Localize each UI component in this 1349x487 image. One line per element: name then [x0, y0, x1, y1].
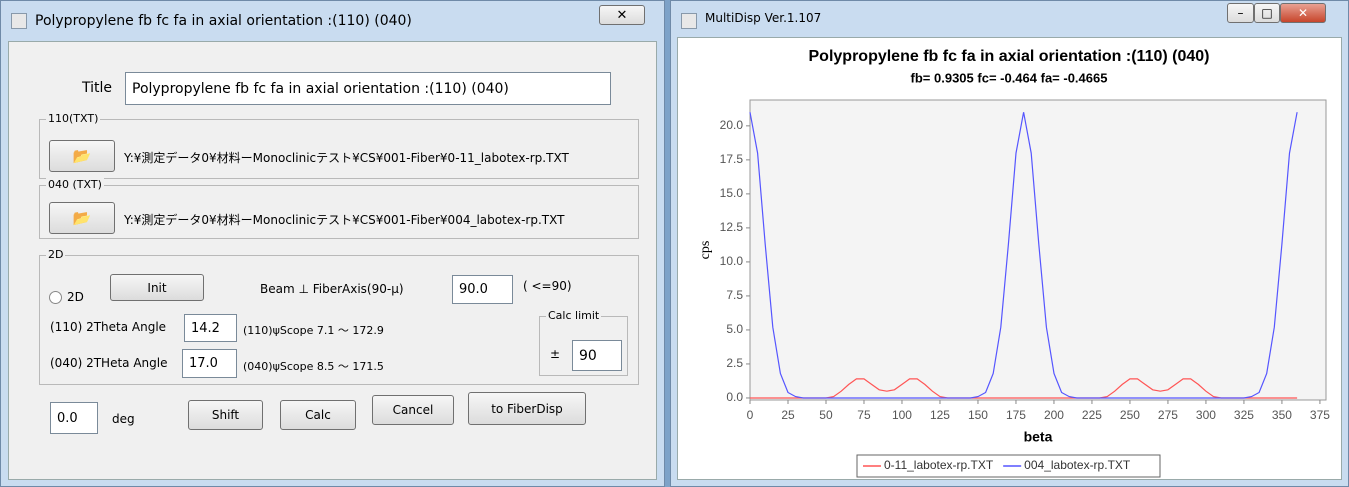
- calc-limit-group: Calc limit ± 90: [539, 309, 628, 376]
- angle-label: (110) 2Theta Angle: [50, 320, 167, 334]
- app-icon: [681, 13, 697, 29]
- init-button[interactable]: Init: [110, 274, 204, 301]
- dialog-content: Title Polypropylene fb fc fa in axial or…: [8, 41, 657, 480]
- window-title: MultiDisp Ver.1.107: [705, 11, 822, 25]
- file-path: Y:¥測定データ0¥材料ーMonoclinicテスト¥CS¥001-Fiber¥…: [124, 151, 569, 165]
- close-button[interactable]: ✕: [1280, 3, 1326, 23]
- title-bar: Polypropylene fb fc fa in axial orientat…: [1, 1, 664, 41]
- beam-field[interactable]: 90.0: [452, 275, 513, 304]
- angle-field[interactable]: 14.2: [184, 314, 237, 342]
- sign-label: ±: [550, 347, 561, 361]
- title-field[interactable]: Polypropylene fb fc fa in axial orientat…: [125, 72, 611, 105]
- app-icon: [11, 13, 27, 29]
- open-file-button[interactable]: 📂: [49, 140, 115, 172]
- group-label: 2D: [46, 248, 66, 261]
- fiberdisp-button[interactable]: to FiberDisp: [468, 392, 586, 425]
- group-040: 040 (TXT) 📂 Y:¥測定データ0¥材料ーMonoclinicテスト¥C…: [39, 178, 639, 239]
- calc-button[interactable]: Calc: [280, 400, 356, 430]
- shift-button[interactable]: Shift: [188, 400, 263, 430]
- scope-label: (040)ψScope 8.5 ～ 171.5: [243, 360, 384, 373]
- group-label: 040 (TXT): [46, 178, 104, 191]
- angle-label: (040) 2THeta Angle: [50, 356, 168, 370]
- cancel-button[interactable]: Cancel: [372, 395, 454, 425]
- chart-content: [677, 37, 1342, 480]
- beam-label: Beam ⊥ FiberAxis(90-μ): [260, 282, 404, 296]
- calc-limit-field[interactable]: 90: [572, 340, 622, 371]
- group-label: 110(TXT): [46, 112, 101, 125]
- scope-label: (110)ψScope 7.1 ～ 172.9: [243, 324, 384, 337]
- group-label: Calc limit: [546, 309, 602, 322]
- title-bar: MultiDisp Ver.1.107 – □ ✕: [671, 1, 1348, 41]
- radio-label: 2D: [67, 290, 84, 304]
- angle-field[interactable]: 17.0: [182, 349, 237, 378]
- file-path: Y:¥測定データ0¥材料ーMonoclinicテスト¥CS¥001-Fiber¥…: [124, 213, 565, 227]
- title-label: Title: [82, 80, 113, 96]
- close-button[interactable]: ✕: [599, 5, 645, 25]
- shift-field[interactable]: 0.0: [50, 402, 98, 434]
- minimize-button[interactable]: –: [1227, 3, 1254, 23]
- open-file-button[interactable]: 📂: [49, 202, 115, 234]
- group-110: 110(TXT) 📂 Y:¥測定データ0¥材料ーMonoclinicテスト¥CS…: [39, 112, 639, 179]
- maximize-button[interactable]: □: [1254, 3, 1280, 23]
- window-title: Polypropylene fb fc fa in axial orientat…: [35, 13, 412, 29]
- shift-unit: deg: [112, 412, 135, 426]
- radio-button[interactable]: [49, 291, 62, 304]
- beam-hint: ( <=90): [523, 279, 572, 293]
- group-2d: 2D 2D Init Beam ⊥ FiberAxis(90-μ) 90.0 (…: [39, 248, 639, 385]
- dialog-window: Polypropylene fb fc fa in axial orientat…: [0, 0, 665, 487]
- chart-window: MultiDisp Ver.1.107 – □ ✕: [670, 0, 1349, 487]
